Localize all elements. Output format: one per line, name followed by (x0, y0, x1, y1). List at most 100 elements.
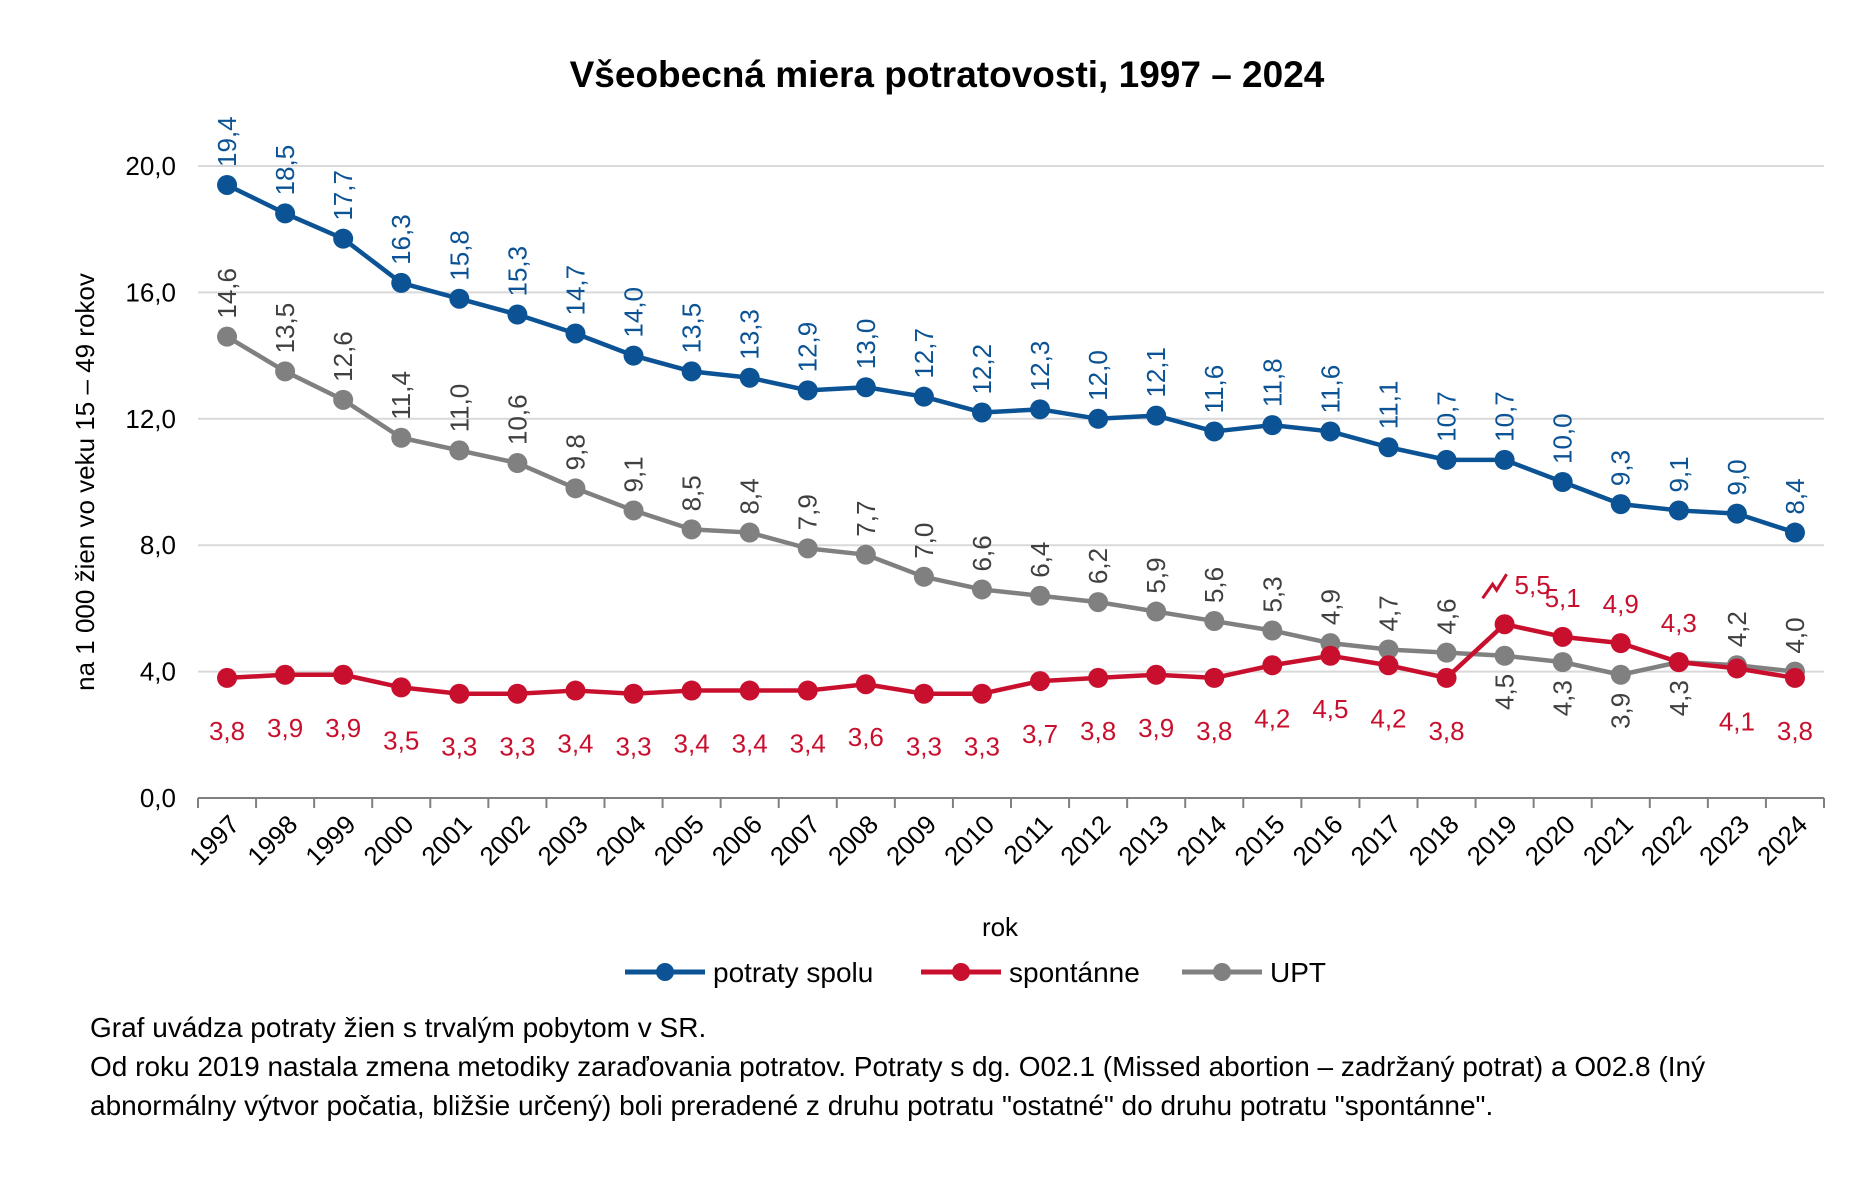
data-label: 11,8 (1257, 358, 1287, 407)
data-label: 3,3 (906, 732, 942, 762)
legend-item: potraty spolu (625, 957, 873, 988)
data-label: 15,3 (502, 246, 532, 297)
data-point (333, 228, 354, 249)
x-tick-label: 2008 (822, 809, 884, 871)
data-label: 8,4 (1780, 478, 1810, 514)
data-point (1030, 399, 1051, 420)
data-label: 5,1 (1545, 583, 1581, 613)
legend-item: UPT (1182, 957, 1326, 988)
data-label: 7,9 (793, 494, 823, 530)
data-point (275, 361, 296, 382)
x-tick-label: 2015 (1228, 809, 1290, 871)
x-tick-label: 2022 (1635, 809, 1697, 871)
data-label: 9,1 (619, 456, 649, 492)
x-tick-label: 2016 (1287, 809, 1349, 871)
footnote: Graf uvádza potraty žien s trvalým pobyt… (90, 1008, 1790, 1125)
data-label: 3,7 (1022, 719, 1058, 749)
data-point (1088, 592, 1109, 613)
data-label: 4,2 (1254, 703, 1290, 733)
data-label: 4,3 (1661, 608, 1697, 638)
data-point (681, 680, 702, 701)
x-tick-label: 1997 (183, 809, 245, 871)
data-label: 6,6 (967, 535, 997, 571)
series-UPT (217, 326, 1805, 685)
gridlines (198, 165, 1824, 673)
legend-label: UPT (1270, 957, 1326, 988)
x-tick-label: 2021 (1577, 809, 1639, 871)
data-point (217, 667, 238, 688)
y-tick-label: 8,0 (140, 530, 176, 560)
data-point (1610, 664, 1631, 685)
data-label: 9,1 (1664, 456, 1694, 492)
legend-swatch-marker (1213, 963, 1231, 981)
data-point (1610, 494, 1631, 515)
data-label: 3,9 (267, 713, 303, 743)
data-point (1262, 415, 1283, 436)
x-tick-label: 2007 (764, 809, 826, 871)
data-label: 8,4 (735, 478, 765, 514)
data-point (1552, 652, 1573, 673)
data-point (1378, 655, 1399, 676)
data-point (971, 579, 992, 600)
data-label: 3,4 (732, 729, 768, 759)
data-point (1204, 667, 1225, 688)
data-point (333, 664, 354, 685)
data-point (1320, 645, 1341, 666)
y-axis-title: na 1 000 žien vo veku 15 – 49 rokov (70, 273, 100, 691)
data-label: 14,6 (212, 268, 242, 319)
data-point (565, 478, 586, 499)
data-label: 3,5 (383, 725, 419, 755)
data-point (855, 377, 876, 398)
data-label: 14,0 (619, 287, 649, 338)
data-label: 7,0 (909, 523, 939, 559)
y-axis-ticks: 0,0 4,0 8,0 12,0 16,0 20,0 (125, 151, 176, 813)
legend-swatch-marker (952, 963, 970, 981)
data-label: 16,3 (386, 214, 416, 265)
data-point (1262, 655, 1283, 676)
series-group (217, 174, 1805, 704)
data-label: 3,3 (441, 732, 477, 762)
data-point (1204, 611, 1225, 632)
data-label: 12,1 (1141, 347, 1171, 398)
data-label: 4,0 (1780, 617, 1810, 653)
data-point (681, 519, 702, 540)
x-tick-label: 2003 (532, 809, 594, 871)
data-point (1668, 500, 1689, 521)
break-arrow-icon (1481, 573, 1508, 600)
data-label: 4,1 (1719, 706, 1755, 736)
data-label: 12,7 (909, 328, 939, 379)
data-point (449, 683, 470, 704)
data-point (971, 683, 992, 704)
x-tick-label: 2009 (880, 809, 942, 871)
series-line (226, 621, 1796, 696)
data-point (1610, 633, 1631, 654)
data-label: 12,6 (328, 331, 358, 382)
x-tick-label: 2014 (1170, 809, 1232, 871)
data-point (565, 680, 586, 701)
footnote-line-1: Graf uvádza potraty žien s trvalým pobyt… (90, 1012, 707, 1043)
x-tick-label: 2001 (415, 809, 477, 871)
data-point (1030, 585, 1051, 606)
data-point (565, 323, 586, 344)
data-point (1436, 667, 1457, 688)
data-point (1378, 639, 1399, 660)
data-label: 3,9 (1606, 693, 1636, 729)
data-point (623, 683, 644, 704)
data-point (1030, 671, 1051, 692)
data-label: 4,5 (1490, 674, 1520, 710)
chart: Všeobecná miera potratovosti, 1997 – 202… (70, 54, 1825, 988)
data-label: 3,9 (1138, 713, 1174, 743)
data-label: 14,7 (560, 265, 590, 316)
data-label: 11,6 (1199, 365, 1229, 414)
data-point (913, 386, 934, 407)
data-point (449, 288, 470, 309)
data-label: 18,5 (270, 145, 300, 196)
data-label: 4,3 (1664, 680, 1694, 716)
data-label: 5,5 (1515, 570, 1551, 600)
footnote-line-2: Od roku 2019 nastala zmena metodiky zara… (90, 1051, 1706, 1121)
data-point (1146, 405, 1167, 426)
data-point (913, 683, 934, 704)
data-point (1088, 667, 1109, 688)
data-point (1146, 664, 1167, 685)
data-label: 17,7 (328, 170, 358, 221)
